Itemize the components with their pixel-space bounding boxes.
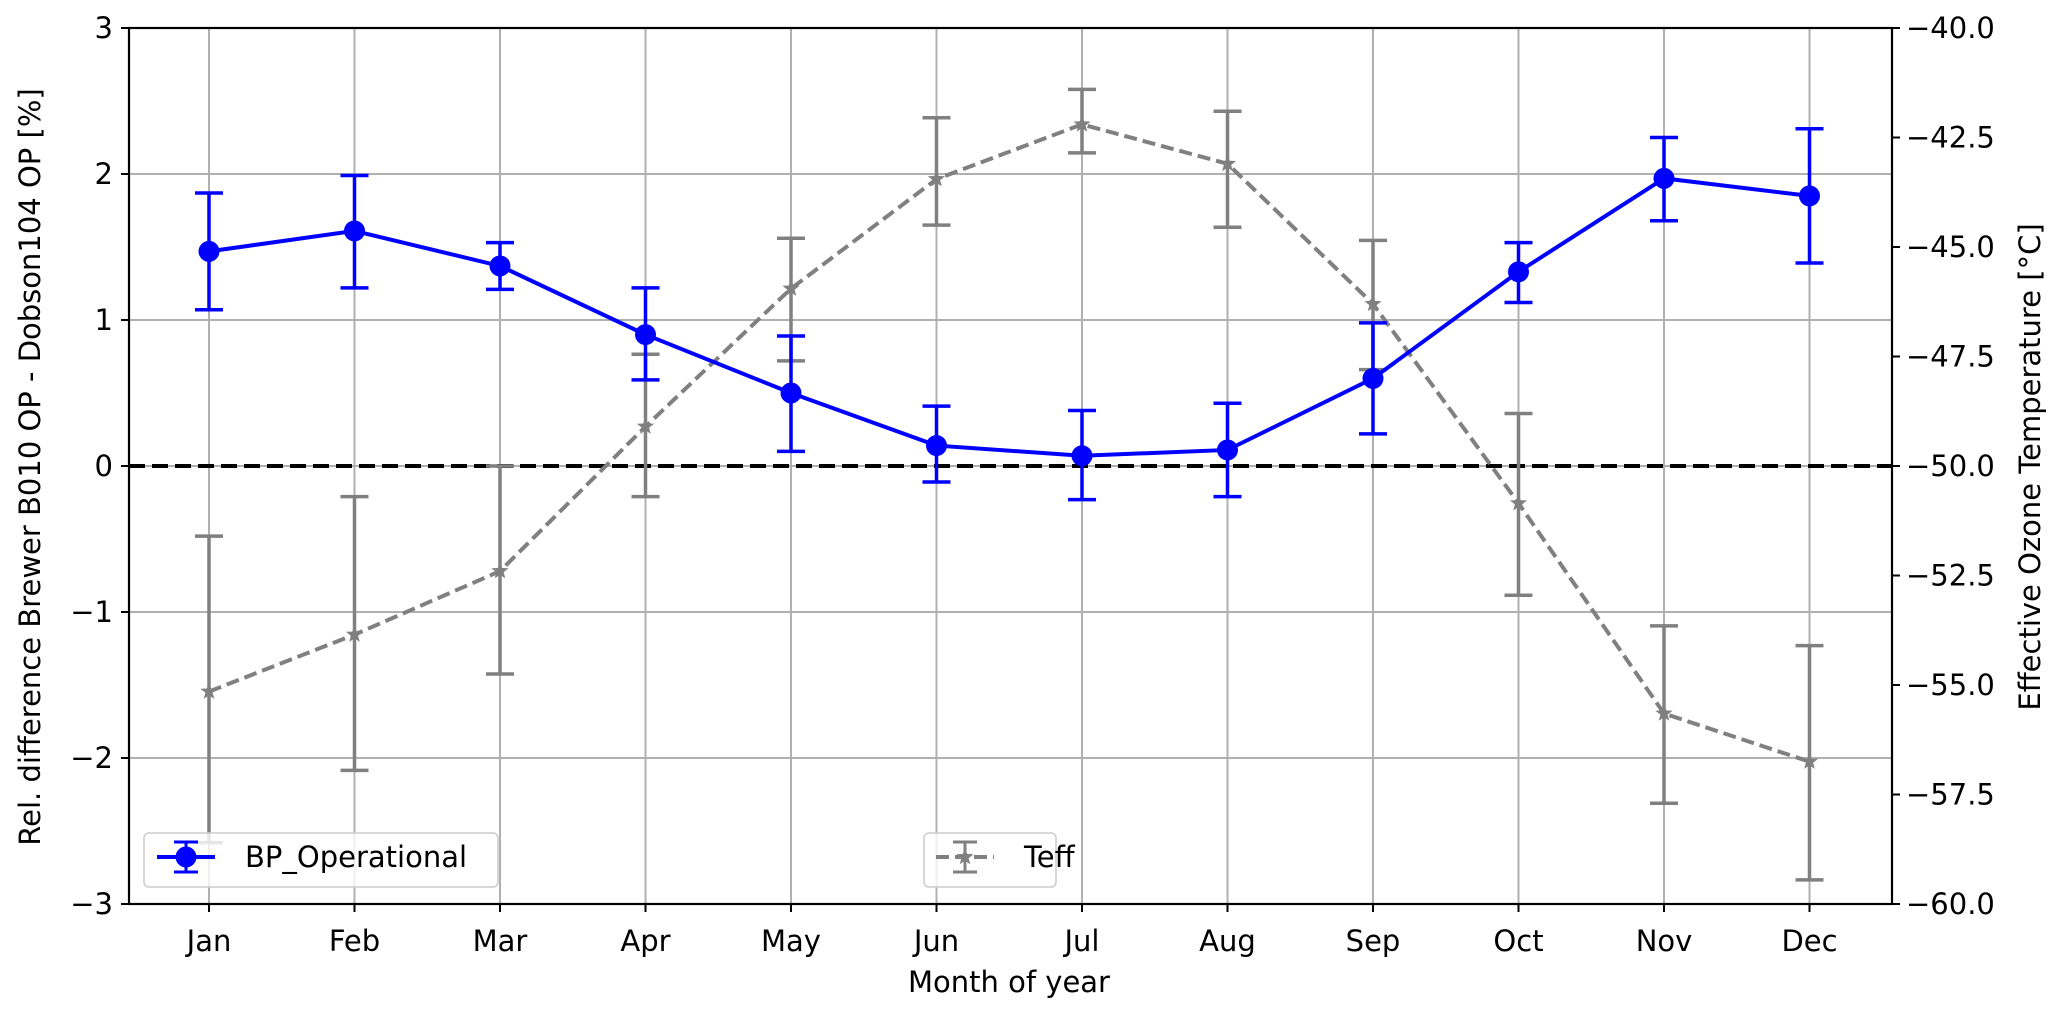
left-y-tick-label: 0 (95, 449, 113, 483)
teff-point (1073, 115, 1091, 132)
x-tick-label: Jan (185, 924, 232, 958)
left-y-tick-label: 2 (95, 157, 113, 191)
x-tick-label: Oct (1493, 924, 1543, 958)
legend-teff-label: Teff (1023, 840, 1076, 874)
x-tick-label: Mar (473, 924, 528, 958)
right-y-axis-title: Effective Ozone Temperature [°C] (2013, 223, 2047, 710)
left-y-tick-label: −2 (70, 741, 113, 775)
x-tick-label: Dec (1781, 924, 1837, 958)
series-teff (195, 87, 1824, 882)
bp-operational-point (635, 324, 656, 346)
teff-point (1218, 154, 1237, 172)
right-y-tick-label: −57.5 (1906, 778, 1995, 812)
bp-operational-point (780, 382, 802, 404)
x-tick-label: Apr (620, 924, 670, 958)
bp-operational-point (1362, 367, 1384, 389)
x-tick-label: Feb (329, 924, 380, 958)
right-y-axis-ticks: −60.0 −57.5 −55.0 −52.5 −50.0 −47.5 −45.0 −42.5… (1892, 11, 1995, 921)
teff-point (200, 682, 218, 699)
bp-operational-line (208, 176, 1810, 458)
right-y-tick-label: −55.0 (1906, 668, 1995, 702)
legend-bp-operational-marker (175, 846, 197, 868)
left-y-tick-label: −3 (70, 887, 113, 921)
bp-operational-point (1217, 439, 1238, 461)
series-bp-operational (195, 126, 1824, 502)
x-tick-label: May (761, 924, 821, 958)
left-y-tick-label: 1 (95, 303, 113, 337)
right-y-tick-label: −42.5 (1906, 121, 1995, 155)
right-y-tick-label: −50.0 (1906, 449, 1995, 483)
teff-point (1509, 494, 1528, 511)
legend-bp-operational: BP_Operational (143, 832, 499, 888)
teff-point (345, 625, 364, 642)
teff-point (1655, 704, 1673, 721)
left-y-axis-ticks: −3 −2 −1 0 1 2 3 (70, 11, 129, 921)
right-y-tick-label: −45.0 (1906, 230, 1995, 264)
bp-operational-point (198, 240, 220, 262)
x-tick-label: Aug (1199, 924, 1256, 958)
x-axis-title: Month of year (908, 965, 1110, 999)
bp-operational-point (926, 435, 947, 457)
x-tick-label: Sep (1346, 924, 1401, 958)
x-tick-label: Jun (912, 924, 959, 958)
x-tick-label: Nov (1636, 924, 1693, 958)
bp-operational-point (1799, 185, 1820, 207)
right-y-tick-label: −40.0 (1906, 11, 1995, 45)
bp-operational-point (489, 255, 511, 277)
bp-operational-point (1071, 445, 1093, 467)
teff-point (1800, 752, 1819, 769)
bp-operational-point (1653, 167, 1675, 189)
teff-point (927, 170, 946, 187)
bp-operational-point (344, 220, 365, 242)
right-y-tick-label: −47.5 (1906, 340, 1995, 374)
left-y-axis-title: Rel. difference Brewer B010 OP - Dobson1… (13, 88, 47, 845)
right-y-tick-label: −60.0 (1906, 887, 1995, 921)
x-axis-ticks: Jan Feb Mar Apr May Jun Jul Aug Sep Oct Nov Dec (185, 904, 1838, 958)
teff-line (208, 122, 1811, 764)
teff-point (1364, 294, 1382, 312)
legend-bp-operational-label: BP_Operational (245, 840, 467, 874)
x-tick-label: Jul (1063, 924, 1100, 958)
teff-point (491, 562, 509, 579)
legend-teff: Teff (923, 832, 1076, 888)
left-y-tick-label: −1 (70, 595, 113, 629)
legend-teff-marker (956, 848, 974, 865)
bp-operational-point (1508, 261, 1529, 283)
teff-point (636, 417, 655, 434)
teff-point (782, 279, 800, 296)
left-y-tick-label: 3 (95, 11, 113, 45)
right-y-tick-label: −52.5 (1906, 559, 1995, 593)
legend-bp-operational-box (143, 832, 499, 888)
